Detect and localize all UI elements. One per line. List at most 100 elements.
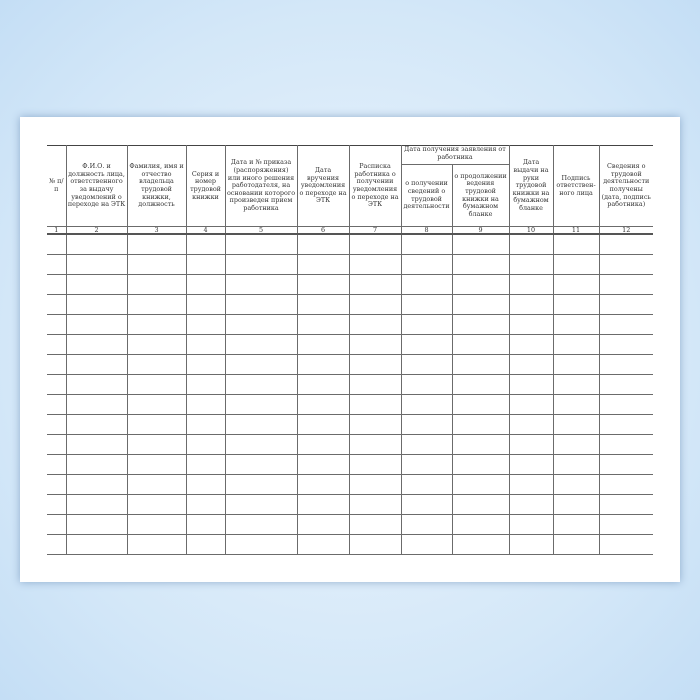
table-cell[interactable] — [400, 514, 453, 535]
table-cell[interactable] — [65, 334, 128, 355]
table-cell[interactable] — [508, 274, 554, 295]
table-cell[interactable] — [508, 254, 554, 275]
table-cell[interactable] — [126, 354, 187, 375]
table-cell[interactable] — [65, 474, 128, 495]
table-cell[interactable] — [65, 354, 128, 375]
table-cell[interactable] — [47, 494, 67, 515]
table-cell[interactable] — [47, 234, 67, 255]
table-cell[interactable] — [47, 374, 67, 395]
table-cell[interactable] — [126, 274, 187, 295]
table-cell[interactable] — [224, 534, 298, 555]
table-cell[interactable] — [224, 294, 298, 315]
table-cell[interactable] — [224, 314, 298, 335]
table-cell[interactable] — [126, 374, 187, 395]
table-cell[interactable] — [451, 254, 510, 275]
table-cell[interactable] — [552, 414, 600, 435]
table-cell[interactable] — [348, 474, 402, 495]
table-cell[interactable] — [508, 394, 554, 415]
table-cell[interactable] — [598, 314, 653, 335]
table-cell[interactable] — [65, 374, 128, 395]
table-cell[interactable] — [451, 454, 510, 475]
table-cell[interactable] — [552, 474, 600, 495]
table-cell[interactable] — [598, 494, 653, 515]
table-cell[interactable] — [451, 534, 510, 555]
table-cell[interactable] — [451, 434, 510, 455]
table-cell[interactable] — [508, 374, 554, 395]
table-cell[interactable] — [65, 274, 128, 295]
table-cell[interactable] — [47, 414, 67, 435]
table-cell[interactable] — [47, 254, 67, 275]
table-cell[interactable] — [126, 234, 187, 255]
table-cell[interactable] — [598, 454, 653, 475]
table-cell[interactable] — [126, 474, 187, 495]
table-cell[interactable] — [400, 434, 453, 455]
table-cell[interactable] — [451, 474, 510, 495]
table-cell[interactable] — [296, 534, 350, 555]
table-cell[interactable] — [598, 534, 653, 555]
table-cell[interactable] — [508, 314, 554, 335]
table-cell[interactable] — [47, 534, 67, 555]
table-cell[interactable] — [508, 474, 554, 495]
table-cell[interactable] — [296, 314, 350, 335]
table-cell[interactable] — [348, 494, 402, 515]
table-cell[interactable] — [552, 454, 600, 475]
table-cell[interactable] — [185, 434, 226, 455]
table-cell[interactable] — [126, 514, 187, 535]
table-cell[interactable] — [185, 254, 226, 275]
table-cell[interactable] — [65, 414, 128, 435]
table-cell[interactable] — [552, 514, 600, 535]
table-cell[interactable] — [224, 494, 298, 515]
table-cell[interactable] — [224, 454, 298, 475]
table-cell[interactable] — [224, 394, 298, 415]
table-cell[interactable] — [552, 394, 600, 415]
table-cell[interactable] — [224, 254, 298, 275]
table-cell[interactable] — [348, 314, 402, 335]
table-cell[interactable] — [508, 354, 554, 375]
table-cell[interactable] — [451, 274, 510, 295]
table-cell[interactable] — [598, 414, 653, 435]
table-cell[interactable] — [296, 294, 350, 315]
table-cell[interactable] — [552, 254, 600, 275]
table-cell[interactable] — [65, 294, 128, 315]
table-cell[interactable] — [296, 474, 350, 495]
table-cell[interactable] — [348, 414, 402, 435]
table-cell[interactable] — [508, 334, 554, 355]
table-cell[interactable] — [126, 454, 187, 475]
table-cell[interactable] — [451, 394, 510, 415]
table-cell[interactable] — [348, 254, 402, 275]
table-cell[interactable] — [348, 334, 402, 355]
table-cell[interactable] — [400, 234, 453, 255]
table-cell[interactable] — [451, 494, 510, 515]
table-cell[interactable] — [126, 334, 187, 355]
table-cell[interactable] — [400, 394, 453, 415]
table-cell[interactable] — [65, 494, 128, 515]
table-cell[interactable] — [400, 454, 453, 475]
table-cell[interactable] — [47, 294, 67, 315]
table-cell[interactable] — [296, 234, 350, 255]
table-cell[interactable] — [47, 354, 67, 375]
table-cell[interactable] — [224, 354, 298, 375]
table-cell[interactable] — [185, 514, 226, 535]
table-cell[interactable] — [126, 294, 187, 315]
table-cell[interactable] — [598, 234, 653, 255]
table-cell[interactable] — [598, 394, 653, 415]
table-cell[interactable] — [126, 314, 187, 335]
table-cell[interactable] — [598, 334, 653, 355]
table-cell[interactable] — [126, 414, 187, 435]
table-cell[interactable] — [400, 294, 453, 315]
table-cell[interactable] — [224, 374, 298, 395]
table-cell[interactable] — [65, 254, 128, 275]
table-cell[interactable] — [296, 354, 350, 375]
table-cell[interactable] — [508, 494, 554, 515]
table-cell[interactable] — [185, 534, 226, 555]
table-cell[interactable] — [598, 374, 653, 395]
table-cell[interactable] — [451, 514, 510, 535]
table-cell[interactable] — [400, 254, 453, 275]
table-cell[interactable] — [185, 234, 226, 255]
table-cell[interactable] — [348, 514, 402, 535]
table-cell[interactable] — [47, 514, 67, 535]
table-cell[interactable] — [296, 414, 350, 435]
table-cell[interactable] — [400, 274, 453, 295]
table-cell[interactable] — [185, 334, 226, 355]
table-cell[interactable] — [185, 494, 226, 515]
